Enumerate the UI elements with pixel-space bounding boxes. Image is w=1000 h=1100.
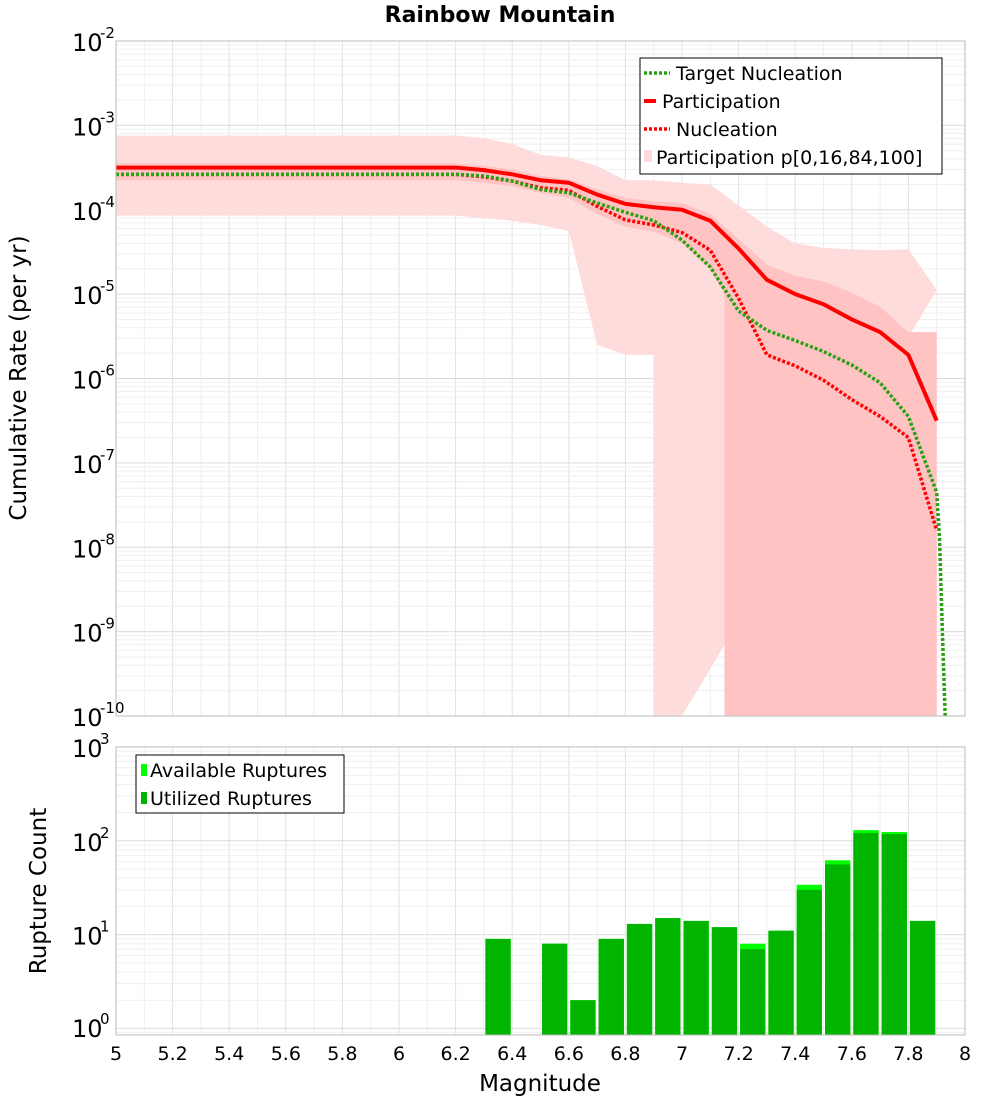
top-y-tick-label: 10 [72, 282, 103, 310]
top-y-tick-exponent: -5 [100, 277, 115, 295]
top-y-tick-exponent: -9 [100, 615, 115, 633]
bottom-plot-frame [115, 746, 966, 1036]
legend-label-participation: Participation [662, 91, 781, 113]
top-y-tick-label: 10 [72, 367, 103, 395]
top-y-tick-exponent: -4 [100, 193, 115, 211]
x-tick-label: 7.6 [837, 1043, 867, 1065]
bar-utilized [740, 949, 766, 1035]
top-y-tick-label: 10 [72, 451, 103, 479]
bar-utilized [655, 918, 681, 1035]
legend-label-available: Available Ruptures [150, 760, 327, 782]
x-tick-label: 8 [959, 1043, 971, 1065]
bar-utilized [542, 943, 568, 1035]
top-y-tick-exponent: -3 [100, 108, 115, 126]
bottom-legend: Available Ruptures Utilized Ruptures [135, 754, 345, 814]
top-y-tick-exponent: -10 [100, 699, 125, 717]
line-participation [116, 165, 939, 422]
x-tick-label: 7 [676, 1043, 688, 1065]
bottom-legend-box [135, 754, 345, 814]
top-y-tick-exponent: -6 [100, 362, 115, 380]
bottom-bars [485, 830, 936, 1035]
x-tick-label: 6 [393, 1043, 405, 1065]
x-tick-label: 5.4 [214, 1043, 244, 1065]
bottom-y-tick-exponent: 0 [100, 1010, 110, 1028]
x-tick-label: 5.8 [327, 1043, 357, 1065]
legend-swatch-participation-band [644, 150, 652, 162]
chart-title: Rainbow Mountain [385, 3, 616, 28]
legend-label-nucleation: Nucleation [676, 119, 778, 141]
bar-utilized [683, 920, 709, 1035]
bottom-y-tick-label: 10 [72, 829, 103, 857]
bottom-y-tick-exponent: 2 [100, 824, 110, 842]
top-y-axis-label: Cumulative Rate (per yr) [6, 235, 32, 520]
legend-label-participation-band: Participation p[0,16,84,100] [656, 147, 922, 169]
legend-swatch-available [141, 764, 147, 776]
bottom-y-tick-exponent: 1 [100, 918, 110, 936]
top-series-lines [116, 165, 947, 717]
x-tick-label: 6.4 [497, 1043, 527, 1065]
top-y-tick-label: 10 [72, 29, 103, 57]
legend-swatch-utilized [141, 792, 147, 804]
x-tick-label: 6.6 [554, 1043, 584, 1065]
x-tick-label: 6.2 [440, 1043, 470, 1065]
bar-utilized [768, 930, 794, 1035]
legend-label-utilized: Utilized Ruptures [150, 788, 312, 810]
bottom-y-tick-label: 10 [72, 1015, 103, 1043]
bar-utilized [909, 920, 936, 1035]
x-tick-label: 5.2 [157, 1043, 187, 1065]
legend-label-target-nucleation: Target Nucleation [675, 63, 843, 85]
bottom-y-axis-label: Rupture Count [26, 808, 52, 974]
top-plot-frame [115, 40, 966, 717]
bar-utilized [485, 938, 511, 1035]
x-tick-label: 5 [110, 1043, 122, 1065]
top-y-tick-label: 10 [72, 113, 103, 141]
x-axis-label: Magnitude [479, 1071, 601, 1097]
top-y-tick-label: 10 [72, 198, 103, 226]
top-legend: Target Nucleation Participation Nucleati… [639, 57, 943, 175]
x-tick-labels: 5 5.2 5.4 5.6 5.8 6 6.2 6.4 6.6 6.8 7 7.2 7.4 7.6 7.8 8 [110, 1043, 971, 1065]
x-tick-label: 7.2 [723, 1043, 753, 1065]
top-y-tick-labels: 10-210-310-410-510-610-710-810-910-10 [72, 24, 125, 732]
bar-utilized [825, 864, 851, 1035]
top-y-tick-exponent: -7 [100, 446, 115, 464]
bar-utilized [853, 833, 879, 1035]
bar-utilized [598, 938, 624, 1035]
top-y-tick-label: 10 [72, 620, 103, 648]
top-legend-box [639, 57, 943, 175]
x-tick-label: 7.4 [780, 1043, 810, 1065]
bar-utilized [881, 834, 907, 1035]
top-y-tick-label: 10 [72, 704, 103, 732]
bottom-y-tick-label: 10 [72, 735, 103, 763]
top-y-tick-exponent: -2 [100, 24, 115, 42]
bar-utilized [570, 1000, 596, 1035]
bar-utilized [626, 923, 653, 1035]
line-target-nucleation [116, 172, 947, 717]
top-y-tick-label: 10 [72, 535, 103, 563]
bottom-y-tick-exponent: 3 [100, 730, 110, 748]
x-tick-label: 6.8 [610, 1043, 640, 1065]
top-y-tick-exponent: -8 [100, 530, 115, 548]
bottom-y-tick-label: 10 [72, 923, 103, 951]
bar-utilized [711, 927, 738, 1035]
bar-utilized [796, 889, 822, 1035]
x-tick-label: 5.6 [271, 1043, 301, 1065]
x-tick-label: 7.8 [893, 1043, 923, 1065]
